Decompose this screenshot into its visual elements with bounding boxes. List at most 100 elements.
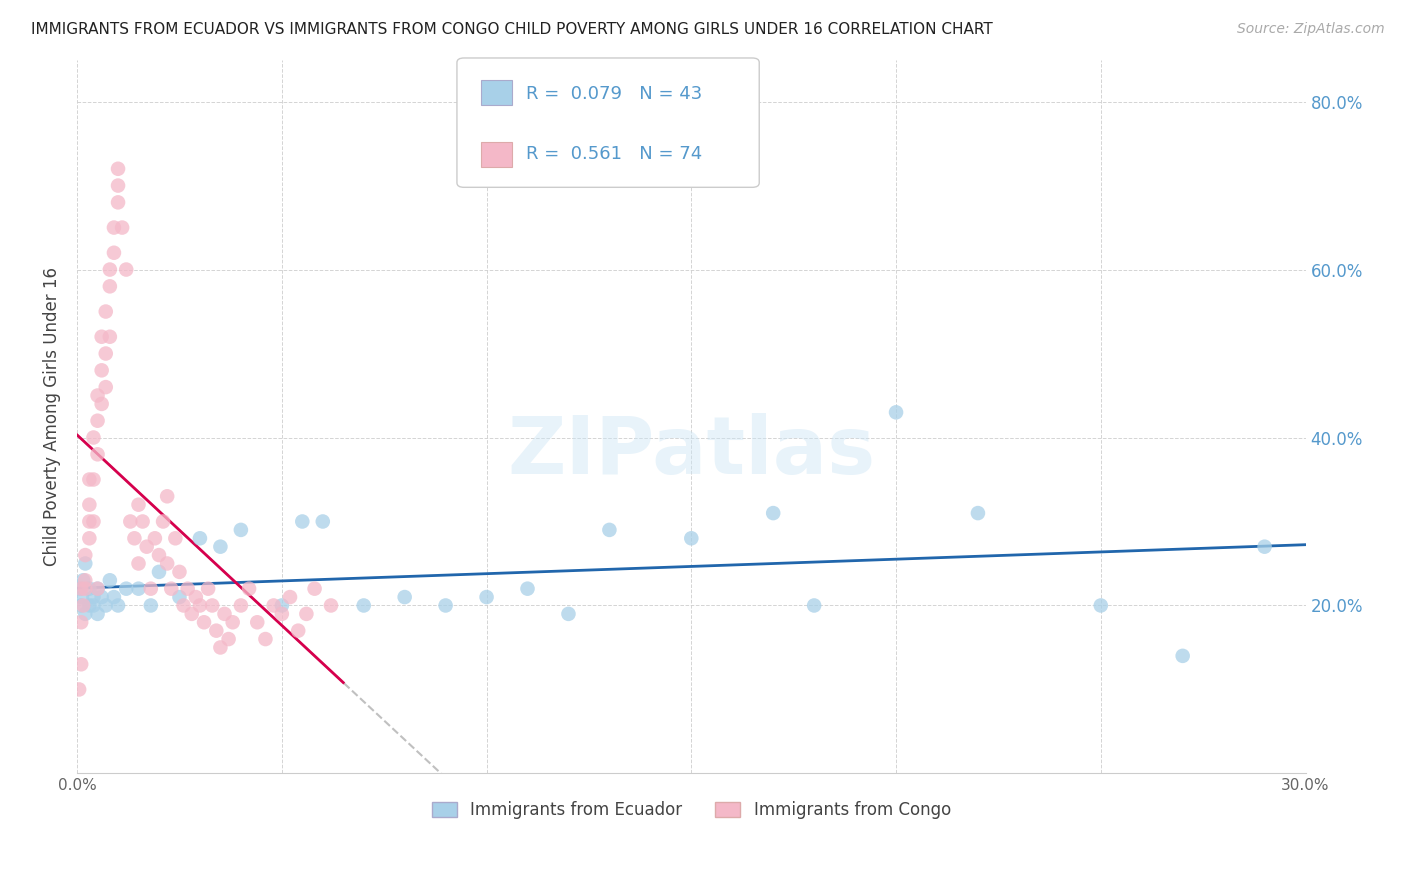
Point [131,515,153,529]
Point [90,590,112,604]
Point [120,515,142,529]
Point [94,304,117,318]
Point [98,330,121,344]
Point [103,590,125,604]
Point [184,590,207,604]
Point [209,540,232,554]
Point [143,531,166,545]
Point [139,599,162,613]
Point [79,599,101,613]
Point [79,531,101,545]
Point [72,599,94,613]
Point [516,582,538,596]
Point [86,582,108,596]
Text: ZIPatlas: ZIPatlas [508,413,876,491]
Point [86,582,108,596]
Point [1090,599,1112,613]
Point [148,548,170,562]
Point [79,582,101,596]
Point [319,599,342,613]
Point [188,599,211,613]
Point [79,473,101,487]
Point [70,599,93,613]
Point [557,607,579,621]
Point [107,195,129,210]
Point [394,590,416,604]
Point [229,599,252,613]
Point [75,548,97,562]
Point [107,161,129,176]
Point [128,582,150,596]
Point [94,346,117,360]
Text: IMMIGRANTS FROM ECUADOR VS IMMIGRANTS FROM CONGO CHILD POVERTY AMONG GIRLS UNDER: IMMIGRANTS FROM ECUADOR VS IMMIGRANTS FR… [31,22,993,37]
Legend: Immigrants from Ecuador, Immigrants from Congo: Immigrants from Ecuador, Immigrants from… [425,795,957,826]
Point [69,582,91,596]
Point [128,557,150,571]
Point [70,615,93,630]
Point [193,615,215,630]
Point [82,515,104,529]
Point [287,624,309,638]
Point [762,506,785,520]
Point [263,599,285,613]
Point [238,582,260,596]
Point [173,599,195,613]
Point [1171,648,1194,663]
Point [75,582,97,596]
Point [94,599,117,613]
Point [70,657,93,672]
Point [803,599,825,613]
Point [475,590,498,604]
Point [188,531,211,545]
Point [124,531,146,545]
Point [75,607,97,621]
Point [79,498,101,512]
Point [152,515,174,529]
Point [197,582,219,596]
Point [72,574,94,588]
Point [229,523,252,537]
Point [681,531,703,545]
Point [86,414,108,428]
Point [218,632,240,646]
Point [94,380,117,394]
Point [312,515,335,529]
Point [169,565,191,579]
Point [103,220,125,235]
Point [180,607,202,621]
Point [98,279,121,293]
Point [67,682,90,697]
Point [82,430,104,444]
Point [295,607,318,621]
Point [967,506,990,520]
Point [82,599,104,613]
Point [86,607,108,621]
Point [176,582,198,596]
Point [75,574,97,588]
Point [270,599,292,613]
Point [107,178,129,193]
Point [434,599,457,613]
Point [111,220,134,235]
Point [246,615,269,630]
Point [160,582,183,596]
Point [169,590,191,604]
Point [165,531,187,545]
Point [291,515,314,529]
Point [353,599,375,613]
Point [70,582,93,596]
Point [115,582,138,596]
Point [214,607,236,621]
Point [304,582,326,596]
Point [82,473,104,487]
Point [209,640,232,655]
Point [221,615,243,630]
Point [86,447,108,461]
Point [135,540,157,554]
Point [90,397,112,411]
Point [148,565,170,579]
Text: Source: ZipAtlas.com: Source: ZipAtlas.com [1237,22,1385,37]
Point [90,363,112,377]
Point [598,523,620,537]
Point [139,582,162,596]
